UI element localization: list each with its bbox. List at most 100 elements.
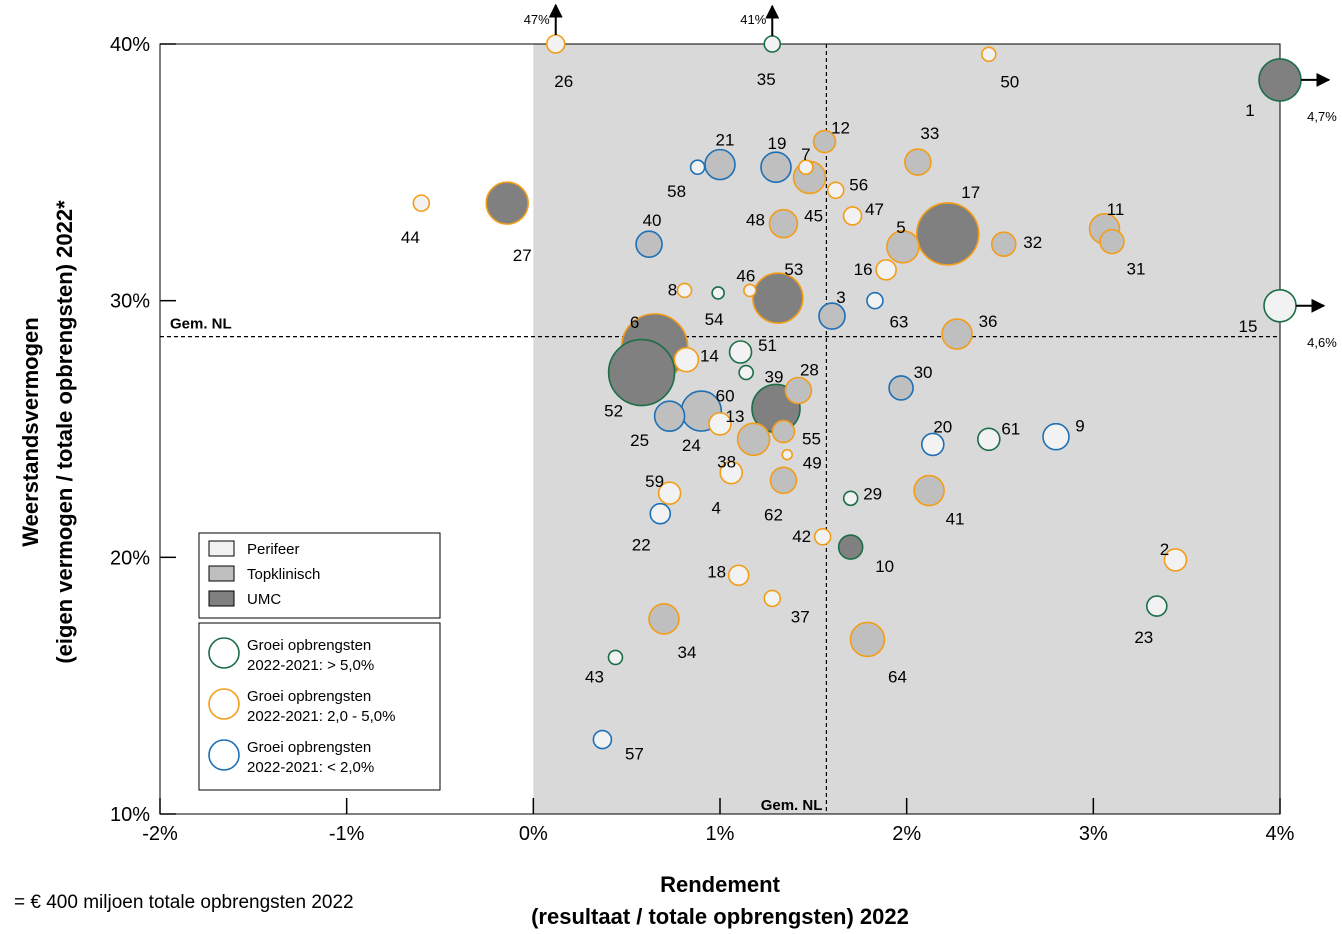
bubble-label: 40 [643,211,662,230]
bubble-label: 15 [1239,317,1258,336]
y-tick-label: 30% [110,291,150,313]
bubble-13 [708,412,732,436]
bubble-label: 2 [1160,540,1169,559]
bubble-27 [485,181,530,225]
bubble-label: 21 [716,131,735,150]
bubble-55 [771,419,796,444]
bubble-label: 31 [1127,260,1146,279]
size-note-text: = € 400 miljoen totale opbrengsten 2022 [14,892,354,913]
bubble-29 [842,490,859,507]
bubble-label: 37 [791,607,810,626]
bubble-label: 9 [1075,417,1084,436]
bubble-8 [676,282,693,299]
bubble-label: 59 [645,472,664,491]
bubble-label: 48 [746,211,765,230]
bubble-label: 33 [920,124,939,143]
legend-type-box [198,532,441,619]
bubble-53 [752,272,804,324]
legend-label: UMC [247,591,281,608]
y-tick-label: 40% [110,34,150,56]
bubble-label: 12 [831,119,850,138]
offscale-value: 4,7% [1307,109,1337,124]
bubble-label: 4 [711,499,720,518]
bubble-label: 23 [1134,628,1153,647]
bubble-16 [875,259,897,281]
bubble-label: 20 [933,417,952,436]
offscale-value: 41% [740,12,766,27]
x-tick-label: -2% [142,823,178,845]
bubble-31 [1099,228,1125,255]
bubble-9 [1042,422,1070,451]
bubble-label: 7 [801,145,810,164]
bubble-52 [607,338,676,407]
bubble-label: 60 [716,387,735,406]
bubble-26 [545,34,566,54]
bubble-4 [719,460,744,485]
y-axis-title: Weerstandsvermogen [18,317,43,546]
bubble-label: 22 [632,536,651,555]
bubble-label: 14 [700,347,719,366]
bubble-36 [941,318,973,350]
legend-label: Topklinisch [247,566,320,583]
bubble-label: 6 [630,313,639,332]
legend-growth-line2: 2022-2021: > 5,0% [247,657,374,674]
bubble-label: 1 [1245,101,1254,120]
bubble-42 [813,527,832,546]
bubble-label: 50 [1000,72,1019,91]
bubble-2 [1163,548,1188,572]
bubble-18 [727,564,750,587]
bubble-label: 29 [863,484,882,503]
bubble-15 [1263,288,1297,323]
x-tick-label: 1% [706,823,735,845]
size-note: = € 400 miljoen totale opbrengsten 2022 [0,892,354,914]
bubble-label: 56 [849,175,868,194]
bubble-label: 46 [736,266,755,285]
bubble-34 [648,603,680,635]
bubble-label: 45 [804,206,823,225]
legend-label: Perifeer [247,541,300,558]
bubble-21 [704,148,736,181]
bubble-label: 28 [800,361,819,380]
bubble-25 [653,400,686,432]
x-tick-label: 2% [892,823,921,845]
bubble-label: 64 [888,667,907,686]
shaded-region [533,44,1280,814]
bubble-label: 5 [896,218,905,237]
bubble-44 [412,194,431,212]
bubble-12 [812,129,837,154]
bubble-label: 8 [668,280,677,299]
bubble-38 [736,422,771,457]
bubble-label: 38 [717,452,736,471]
bubble-33 [904,148,932,176]
bubble-label: 13 [726,407,745,426]
bubble-37 [763,589,782,608]
bubble-label: 49 [803,454,822,473]
legend-growth-line1: Groei opbrengsten [247,739,371,756]
bubble-label: 24 [682,436,701,455]
bubble-60 [738,364,754,381]
bubble-label: 63 [889,313,908,332]
bubble-1 [1258,58,1302,102]
legend-growth-line1: Groei opbrengsten [247,637,371,654]
legend-growth-line1: Groei opbrengsten [247,688,371,705]
legend-growth-circle [208,739,240,771]
bubble-64 [849,621,886,658]
bubble-label: 58 [667,182,686,201]
legend-swatch-topklinisch [208,565,235,582]
avg-x-label: Gem. NL [761,797,823,814]
bubble-3 [818,302,846,330]
bubble-label: 44 [401,228,420,247]
bubble-label: 55 [802,430,821,449]
bubble-41 [913,474,945,507]
bubble-label: 43 [585,667,604,686]
bubble-40 [635,230,663,258]
bubble-label: 19 [768,134,787,153]
offscale-value: 4,6% [1307,335,1337,350]
bubble-label: 32 [1023,233,1042,252]
bubble-label: 36 [979,312,998,331]
bubble-28 [784,376,813,405]
legend-growth-circle [208,688,240,720]
bubble-label: 61 [1001,419,1020,438]
offscale-value: 47% [524,12,550,27]
